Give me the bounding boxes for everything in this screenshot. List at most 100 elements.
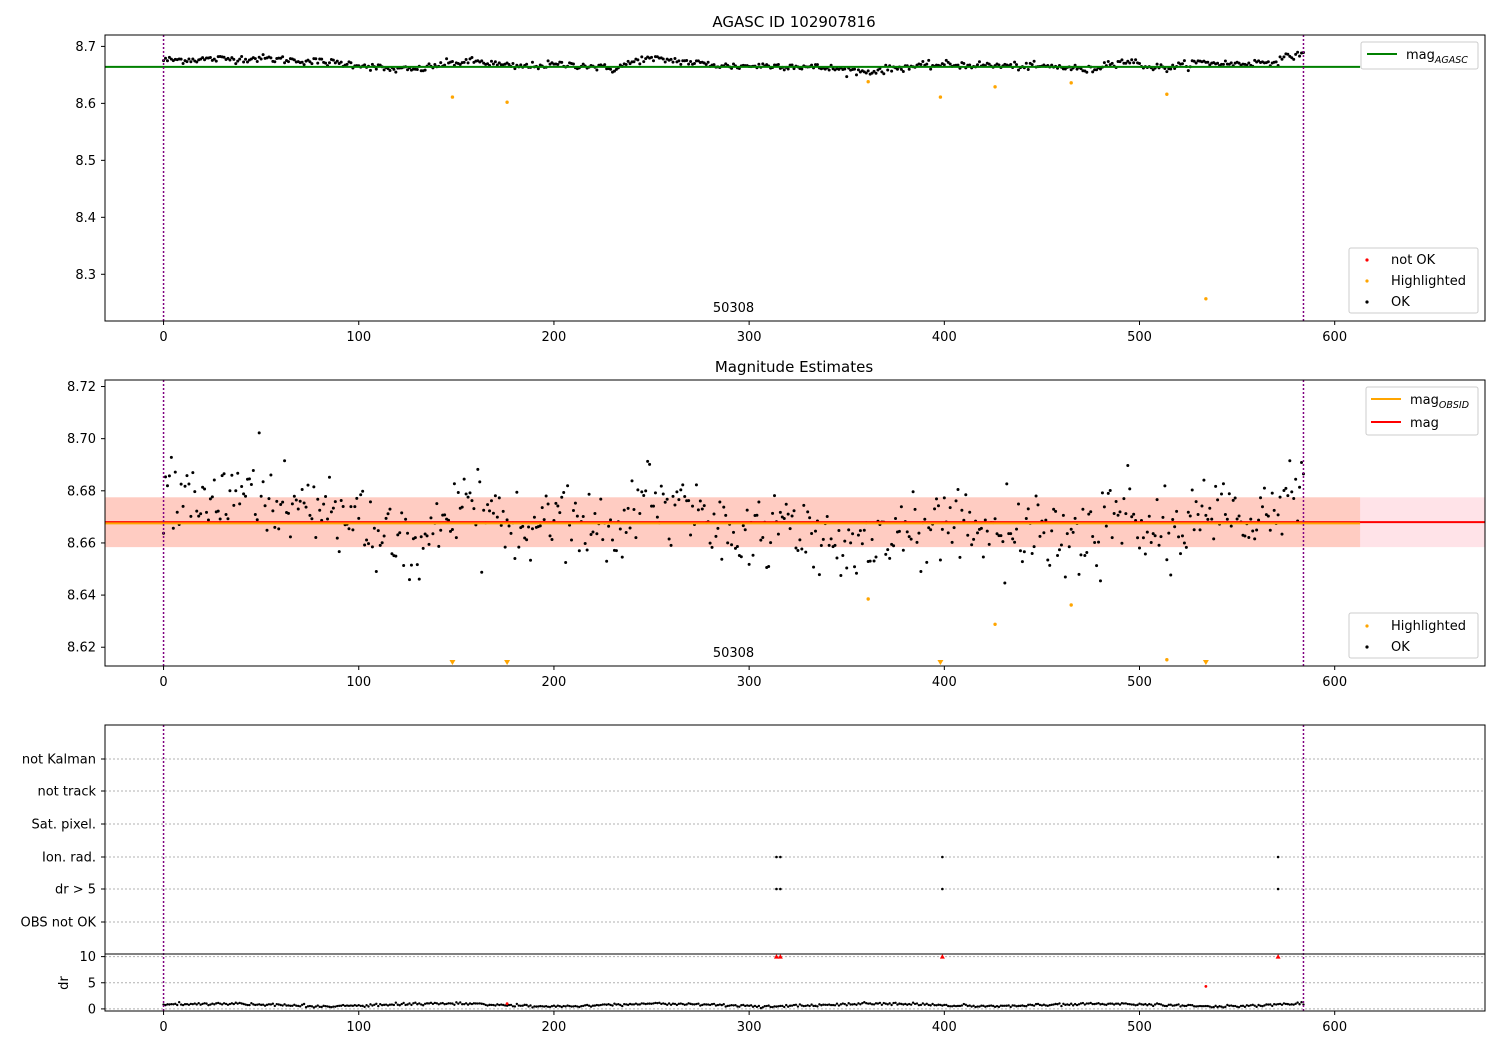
- agasc-ok-point: [1296, 50, 1300, 54]
- agasc-ok-point: [870, 71, 874, 75]
- dr-point: [589, 1005, 593, 1008]
- magnitude-ok-point: [1196, 512, 1200, 516]
- magnitude-ok-point: [691, 504, 695, 508]
- dr-point: [742, 1003, 745, 1007]
- dr-point: [1191, 1004, 1194, 1007]
- dr-point: [578, 1005, 581, 1009]
- magnitude-ok-point: [1116, 513, 1120, 517]
- magnitude-ok-point: [886, 548, 890, 552]
- magnitude-ok-point: [835, 556, 839, 560]
- dr-point: [513, 1005, 517, 1008]
- magnitude-ok-point: [281, 500, 285, 504]
- dr-point: [900, 1002, 903, 1006]
- dr-point: [201, 1002, 204, 1006]
- dr-point: [408, 1002, 411, 1005]
- magnitude-ok-point: [1112, 512, 1116, 516]
- dr-point: [382, 1003, 386, 1007]
- magnitude-ok-point: [253, 513, 257, 517]
- agasc-ok-point: [388, 69, 392, 73]
- magnitude-ok-point: [825, 515, 829, 519]
- magnitude-ok-point: [958, 555, 962, 559]
- magnitude-ok-point: [1298, 485, 1302, 489]
- agasc-ok-point: [1138, 61, 1142, 65]
- dr-point: [275, 1002, 278, 1006]
- agasc-ok-point: [443, 63, 447, 67]
- dr-point: [954, 1004, 958, 1008]
- magnitude-ok-point: [946, 531, 950, 535]
- dr-point: [392, 1003, 396, 1007]
- agasc-ok-point: [669, 57, 673, 61]
- magnitude-ok-point: [1030, 552, 1034, 556]
- agasc-ok-point: [919, 62, 923, 66]
- magnitude-ytick-label: 8.68: [67, 484, 96, 499]
- agasc-ok-point: [1118, 60, 1122, 64]
- dr-point: [1128, 1002, 1131, 1006]
- magnitude-ok-point: [1177, 535, 1181, 539]
- dr-point: [265, 1003, 269, 1007]
- dr-point: [359, 1004, 362, 1008]
- magnitude-highlighted-point: [866, 597, 870, 601]
- agasc-highlighted-point: [1204, 297, 1208, 301]
- dr-point: [177, 1001, 181, 1004]
- dr-point: [1210, 1006, 1213, 1009]
- magnitude-ok-point: [259, 494, 263, 498]
- dr-point: [880, 1003, 884, 1006]
- dr-point: [1155, 1002, 1159, 1005]
- magnitude-ok-point: [341, 505, 345, 509]
- agasc-ok-point: [927, 58, 931, 62]
- agasc-ok-point: [292, 58, 296, 62]
- dr-point: [550, 1004, 554, 1008]
- dr-point: [1222, 1006, 1225, 1009]
- dr-point: [1144, 1002, 1147, 1006]
- magnitude-ok-point: [743, 528, 747, 532]
- magnitude-ok-point: [370, 545, 374, 549]
- dr-point: [607, 1003, 610, 1006]
- magnitude-ok-point: [544, 494, 548, 498]
- dr-point: [851, 1003, 854, 1006]
- agasc-ok-point: [845, 75, 849, 79]
- agasc-ok-point: [1286, 52, 1290, 56]
- magnitude-ok-point: [671, 494, 675, 498]
- agasc-ok-point: [595, 68, 599, 72]
- magnitude-ok-point: [398, 531, 402, 535]
- magnitude-ok-point: [1214, 484, 1218, 488]
- dr-point: [1138, 1002, 1141, 1005]
- agasc-ok-point: [415, 68, 419, 72]
- dr-point: [839, 1003, 843, 1006]
- agasc-ok-point: [1155, 62, 1159, 66]
- dr-point: [763, 1005, 766, 1008]
- agasc-highlighted-point: [993, 85, 997, 89]
- agasc-ok-point: [632, 60, 636, 64]
- magnitude-ok-point: [275, 499, 279, 503]
- magnitude-ok-point: [367, 542, 371, 546]
- agasc-ok-point: [651, 59, 655, 63]
- magnitude-ok-point: [548, 534, 552, 538]
- agasc-ok-point: [179, 57, 183, 61]
- magnitude-ok-point: [322, 502, 326, 506]
- magnitude-ok-point: [1171, 518, 1175, 522]
- dr-point: [747, 1004, 751, 1008]
- agasc-ok-point: [882, 72, 886, 76]
- dr-point: [757, 1004, 761, 1008]
- dr-point: [1017, 1004, 1020, 1008]
- flag-point: [779, 887, 782, 891]
- magnitude-ok-point: [234, 489, 238, 493]
- magnitude-ok-point: [1136, 536, 1140, 540]
- agasc-ok-point: [236, 59, 240, 63]
- magnitude-ok-point: [1284, 486, 1288, 490]
- dr-point: [738, 1005, 741, 1008]
- magnitude-ok-point: [388, 507, 392, 511]
- dr-point: [769, 1005, 772, 1009]
- agasc-highlighted-point: [1069, 81, 1073, 85]
- dr-point: [964, 1003, 967, 1006]
- dr-point: [775, 1005, 778, 1008]
- dr-point: [334, 1005, 337, 1008]
- dr-point: [269, 1003, 273, 1006]
- magnitude-ok-point: [628, 526, 632, 530]
- magnitude-ok-point: [732, 530, 736, 534]
- dr-point: [414, 1001, 417, 1004]
- flag-point: [779, 855, 782, 859]
- magnitude-ok-point: [571, 509, 575, 513]
- magnitude-ok-point: [630, 479, 634, 483]
- dr-point: [207, 1003, 210, 1007]
